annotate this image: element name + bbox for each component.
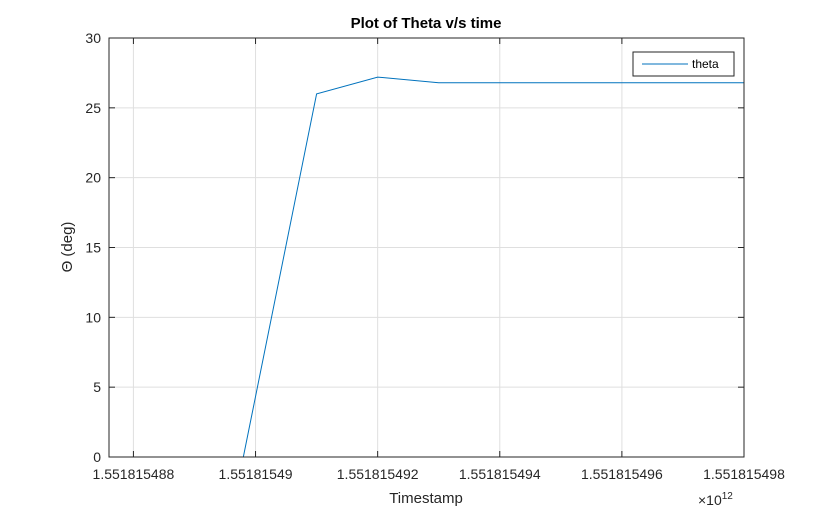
legend: theta <box>632 51 735 77</box>
x-exponent-base: ×10 <box>698 492 722 508</box>
x-tick-label: 1.551815496 <box>581 466 663 482</box>
y-tick-label: 10 <box>85 309 101 325</box>
x-tick-label: 1.551815498 <box>703 466 785 482</box>
x-tick-label: 1.551815488 <box>93 466 175 482</box>
x-tick-label: 1.551815494 <box>459 466 541 482</box>
x-exponent-power: 12 <box>722 491 734 502</box>
y-tick-label: 5 <box>93 379 101 395</box>
tick-labels-group: 1.551815488 1.55181549 1.551815492 1.551815… <box>85 30 785 482</box>
y-axis-label: Θ (deg) <box>59 222 76 273</box>
y-tick-label: 25 <box>85 100 101 116</box>
chart-title: Plot of Theta v/s time <box>351 15 502 32</box>
x-tick-label: 1.55181549 <box>219 466 293 482</box>
ticks-group <box>109 37 745 458</box>
legend-label-theta: theta <box>692 57 719 71</box>
y-tick-label: 0 <box>93 449 101 465</box>
y-tick-label: 30 <box>85 30 101 46</box>
y-tick-label: 20 <box>85 170 101 186</box>
y-tick-label: 15 <box>85 240 101 256</box>
x-exponent-label: ×1012 <box>698 491 733 508</box>
x-axis-label: Timestamp <box>389 490 463 507</box>
x-tick-label: 1.551815492 <box>337 466 419 482</box>
grid <box>109 37 745 458</box>
